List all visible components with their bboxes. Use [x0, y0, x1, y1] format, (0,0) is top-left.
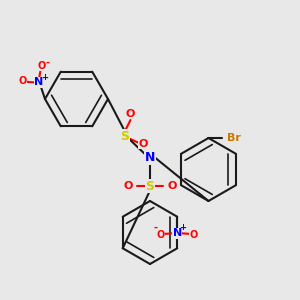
Text: N: N: [145, 151, 155, 164]
Text: O: O: [123, 181, 133, 191]
Text: Br: Br: [227, 133, 241, 143]
Text: O: O: [157, 230, 165, 240]
Text: O: O: [139, 139, 148, 149]
Text: N: N: [173, 228, 182, 238]
Text: -: -: [154, 223, 158, 233]
Text: O: O: [38, 61, 46, 71]
Text: N: N: [34, 77, 43, 88]
Text: S: S: [120, 130, 129, 143]
Text: +: +: [179, 223, 186, 232]
Text: +: +: [41, 73, 48, 82]
Text: O: O: [190, 230, 198, 240]
Text: O: O: [126, 109, 135, 119]
Text: -: -: [45, 58, 50, 68]
Text: O: O: [167, 181, 177, 191]
Text: S: S: [146, 179, 154, 193]
Text: O: O: [18, 76, 27, 86]
